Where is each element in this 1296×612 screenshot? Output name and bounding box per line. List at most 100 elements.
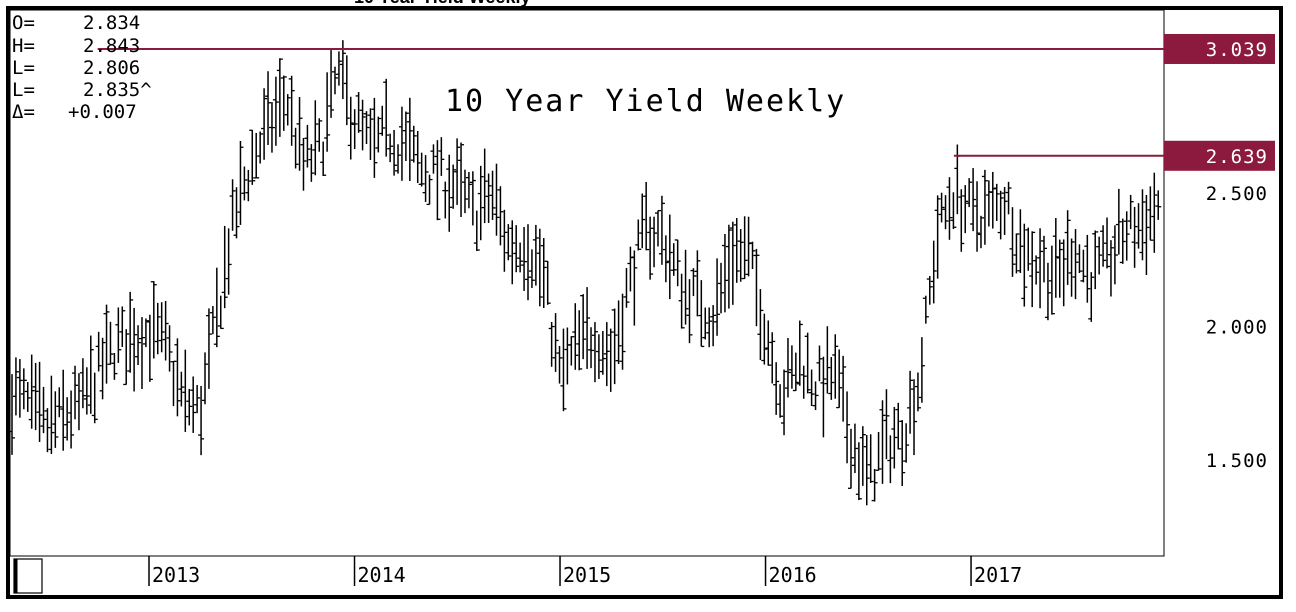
weekly-bar <box>87 335 94 414</box>
weekly-bar <box>253 132 260 179</box>
weekly-bar <box>44 408 51 453</box>
level-lines <box>97 47 1164 157</box>
weekly-bar <box>710 305 717 347</box>
weekly-bar <box>142 318 149 348</box>
weekly-bar <box>836 349 843 409</box>
weekly-bar <box>1131 206 1138 268</box>
weekly-bar <box>918 337 925 403</box>
info-change-label: Δ= <box>12 101 35 123</box>
weekly-bar <box>808 369 815 406</box>
chart-frame: 3.039 2.639 O= 2.834 H= 2.843 L= 2.806 L=… <box>6 6 1283 599</box>
weekly-bar <box>1080 249 1087 283</box>
weekly-bar <box>694 250 701 317</box>
weekly-bar <box>1044 262 1051 321</box>
weekly-bar <box>1060 239 1067 307</box>
weekly-bar <box>1037 228 1044 309</box>
weekly-bar <box>426 174 433 206</box>
weekly-bar <box>911 379 918 456</box>
weekly-bar <box>588 327 595 369</box>
weekly-bar <box>548 322 555 367</box>
weekly-bar <box>123 329 130 386</box>
weekly-bar <box>962 185 969 234</box>
weekly-bar <box>1139 189 1146 261</box>
weekly-bar <box>1052 218 1059 298</box>
weekly-bar <box>540 238 547 309</box>
weekly-bar <box>1033 255 1040 285</box>
x-tick-label: 2013 <box>152 563 200 587</box>
weekly-bar <box>584 287 591 369</box>
price-bars <box>10 40 1162 506</box>
weekly-bar <box>926 276 933 305</box>
weekly-bar <box>402 111 409 162</box>
cropped-top-title: 10 Year Yield Weekly <box>354 0 586 6</box>
weekly-bar <box>276 58 283 137</box>
weekly-bar <box>875 432 882 471</box>
weekly-bar <box>903 423 910 463</box>
weekly-bar <box>970 168 977 232</box>
weekly-bar <box>871 468 878 502</box>
weekly-bar <box>131 307 138 392</box>
weekly-bar <box>308 144 315 182</box>
weekly-bar <box>280 75 287 131</box>
weekly-bar <box>316 118 323 152</box>
weekly-bar <box>639 193 646 249</box>
weekly-bar <box>682 249 689 325</box>
y-tick-label: 2.000 <box>1206 316 1268 338</box>
weekly-bar <box>320 141 327 176</box>
weekly-bar <box>907 370 914 434</box>
weekly-bar <box>205 308 212 389</box>
weekly-bar <box>79 358 86 409</box>
weekly-bar <box>12 357 19 416</box>
weekly-bar <box>662 235 669 283</box>
weekly-bar <box>56 387 63 418</box>
weekly-bar <box>1013 233 1020 274</box>
weekly-bar <box>265 71 272 145</box>
weekly-bar <box>186 388 193 426</box>
weekly-bar <box>749 241 756 270</box>
weekly-bar <box>111 352 118 380</box>
weekly-bar <box>473 210 480 251</box>
scroll-box[interactable] <box>13 558 43 594</box>
weekly-bar <box>300 137 307 191</box>
weekly-bar <box>1096 236 1103 275</box>
info-open-label: O= <box>12 12 35 34</box>
weekly-bar <box>178 371 185 407</box>
weekly-bar <box>72 365 79 420</box>
weekly-bar <box>1135 203 1142 249</box>
weekly-bar <box>1041 235 1048 283</box>
weekly-bar <box>446 154 453 232</box>
weekly-bar <box>706 307 713 348</box>
weekly-bar <box>485 173 492 223</box>
weekly-bar <box>828 356 835 400</box>
weekly-bar <box>844 391 851 464</box>
weekly-bar <box>678 273 685 329</box>
weekly-bar <box>804 332 811 394</box>
x-tick-label: 2015 <box>563 563 611 587</box>
weekly-bar <box>355 92 362 133</box>
weekly-bar <box>552 313 559 372</box>
weekly-bar <box>1005 181 1012 215</box>
weekly-bar <box>469 171 476 226</box>
weekly-bar <box>619 293 626 370</box>
x-tick-label: 2016 <box>769 563 817 587</box>
weekly-bar <box>934 195 941 279</box>
weekly-bar <box>119 306 126 347</box>
info-high-value: 2.843 <box>83 35 140 57</box>
x-tick-label: 2014 <box>358 563 406 587</box>
weekly-bar <box>465 172 472 209</box>
level-badge-label: 2.639 <box>1206 146 1268 168</box>
weekly-bar <box>800 365 807 399</box>
weekly-bar <box>832 334 839 399</box>
weekly-bar <box>576 310 583 371</box>
weekly-bar <box>1025 227 1032 271</box>
weekly-bar <box>1084 234 1091 303</box>
info-last-label: L= <box>12 79 35 101</box>
weekly-bar <box>28 354 35 429</box>
weekly-bar <box>714 258 721 336</box>
weekly-bar <box>383 78 390 157</box>
weekly-bar <box>115 307 122 363</box>
x-axis: 2013 2014 2015 2016 2017 <box>148 556 1022 587</box>
weekly-bar <box>379 105 386 136</box>
weekly-bar <box>1147 186 1154 241</box>
weekly-bar <box>158 302 165 353</box>
